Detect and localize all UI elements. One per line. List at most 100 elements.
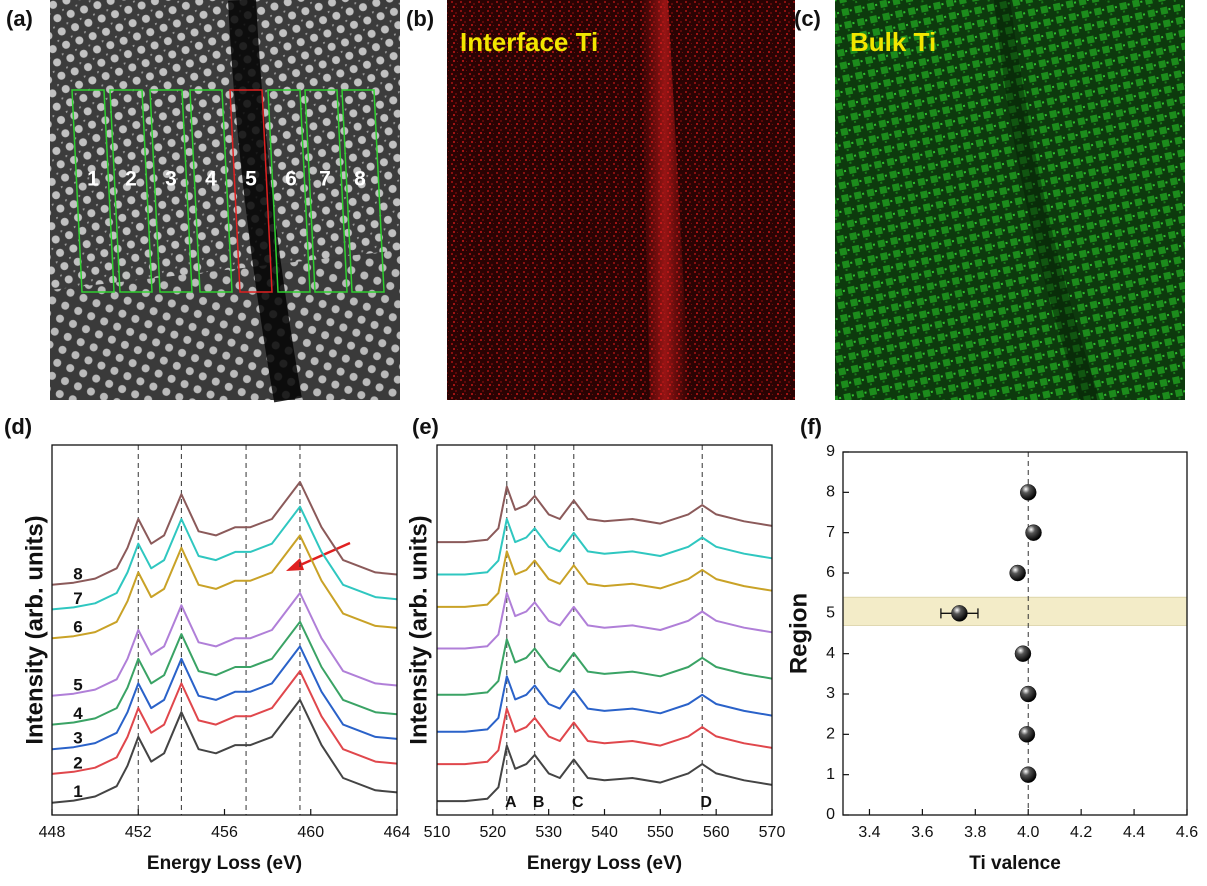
- spectrum-line: [51, 645, 398, 751]
- data-point: [1018, 726, 1036, 743]
- panel-label: (c): [794, 6, 821, 31]
- image-b: [447, 0, 795, 400]
- y-tick-label: 4: [826, 645, 835, 662]
- panel-label: (a): [6, 6, 33, 31]
- x-tick-label: 520: [479, 824, 506, 841]
- region-box: [304, 89, 348, 293]
- image-title: Interface Ti: [460, 27, 598, 57]
- x-tick-label: 3.4: [858, 824, 880, 841]
- x-tick-label: 570: [759, 824, 786, 841]
- y-tick-label: 8: [826, 484, 835, 501]
- region-box: [229, 89, 273, 293]
- series-label: 2: [73, 753, 82, 772]
- spectrum-line: [437, 518, 773, 576]
- x-tick-label: 4.4: [1123, 824, 1145, 841]
- x-axis-label: Energy Loss (eV): [147, 853, 302, 874]
- region-box: [109, 89, 153, 293]
- map-background: [447, 0, 795, 400]
- series-label: 4: [73, 704, 83, 723]
- region-label: 4: [205, 168, 217, 191]
- y-tick-label: 7: [826, 524, 835, 541]
- peak-label: C: [572, 794, 584, 811]
- spectrum-line: [437, 550, 773, 608]
- chart: (f) Ti valence Region 3.4 3.6 3.8 4.0 4.2 4.4 4.6…: [785, 414, 1198, 874]
- spectrum-line: [437, 744, 773, 803]
- region-label: 8: [354, 168, 366, 191]
- region-box: [267, 89, 311, 293]
- series-label: 7: [73, 589, 82, 608]
- chart: (d) Energy Loss (eV) Intensity (arb. units…: [4, 414, 410, 874]
- image-c: [835, 0, 1185, 400]
- plot-frame: [436, 444, 773, 816]
- region-label: 3: [165, 168, 177, 191]
- series-label: 5: [73, 675, 82, 694]
- y-tick-label: 3: [826, 685, 835, 702]
- peak-label: A: [505, 794, 517, 811]
- y-tick-label: 5: [826, 605, 835, 622]
- image-title: Bulk Ti: [850, 27, 936, 57]
- series-label: 1: [73, 782, 82, 801]
- x-tick-label: 460: [297, 824, 324, 841]
- y-tick-label: 1: [826, 766, 835, 783]
- series-label: 8: [73, 564, 82, 583]
- y-tick-label: 9: [826, 443, 835, 460]
- spectrum-line: [437, 707, 773, 766]
- boundary: [994, 0, 1100, 400]
- series-label: 6: [73, 618, 82, 637]
- region-label: 7: [319, 168, 331, 191]
- image-a: 1 2 3 4 5 6 7 8: [50, 0, 400, 403]
- boundary: [228, 0, 302, 403]
- x-tick-label: 4.6: [1176, 824, 1198, 841]
- x-tick-label: 550: [647, 824, 674, 841]
- y-axis-label: Intensity (arb. units): [21, 515, 48, 744]
- region-boxes: [71, 89, 385, 293]
- spectrum-line: [51, 592, 398, 697]
- x-tick-label: 456: [211, 824, 238, 841]
- peak-label: B: [533, 794, 545, 811]
- region-label: 5: [245, 168, 257, 191]
- y-tick-label: 6: [826, 564, 835, 581]
- interface-band: [640, 0, 690, 400]
- data-point: [1014, 645, 1032, 662]
- data-point: [1009, 564, 1026, 582]
- y-tick-label: 0: [826, 806, 835, 823]
- x-tick-label: 464: [384, 824, 411, 841]
- x-tick-label: 4.2: [1070, 824, 1092, 841]
- panel-label: (d): [4, 414, 32, 439]
- x-tick-label: 540: [591, 824, 618, 841]
- data-point: [1019, 766, 1037, 783]
- spectrum-line: [51, 698, 398, 804]
- spectrum-line: [51, 481, 398, 586]
- series-label: 3: [73, 729, 82, 748]
- spectrum-line: [51, 620, 398, 726]
- arrow-head: [286, 558, 304, 571]
- y-axis-label: Region: [785, 593, 812, 674]
- spectrum-line: [51, 670, 398, 775]
- x-axis-label: Energy Loss (eV): [527, 853, 682, 874]
- panel-label: (f): [800, 414, 822, 439]
- x-tick-label: 4.0: [1017, 824, 1039, 841]
- x-tick-label: 452: [125, 824, 152, 841]
- region-label: 2: [125, 168, 137, 191]
- chart: (e) Energy Loss (eV) Intensity (arb. units…: [405, 414, 785, 874]
- region-box: [341, 89, 385, 293]
- data-point: [1025, 524, 1042, 541]
- region-label: 6: [285, 168, 297, 191]
- highlight-band: [842, 596, 1188, 626]
- x-tick-label: 3.6: [911, 824, 933, 841]
- spectrum-line: [437, 592, 773, 650]
- plot-frame: [842, 451, 1188, 816]
- spectrum-line: [51, 505, 398, 611]
- spectrum-line: [51, 534, 398, 640]
- region-label: 1: [87, 168, 99, 191]
- panel-label: (b): [406, 6, 434, 31]
- image-a-bottom: [50, 250, 400, 400]
- x-axis-label: Ti valence: [969, 853, 1061, 874]
- region-box: [71, 89, 115, 293]
- x-tick-label: 3.8: [964, 824, 986, 841]
- x-tick-label: 510: [424, 824, 451, 841]
- data-point: [1019, 484, 1037, 501]
- spectrum-line: [437, 485, 773, 544]
- spectrum-line: [437, 638, 773, 696]
- x-tick-label: 448: [39, 824, 66, 841]
